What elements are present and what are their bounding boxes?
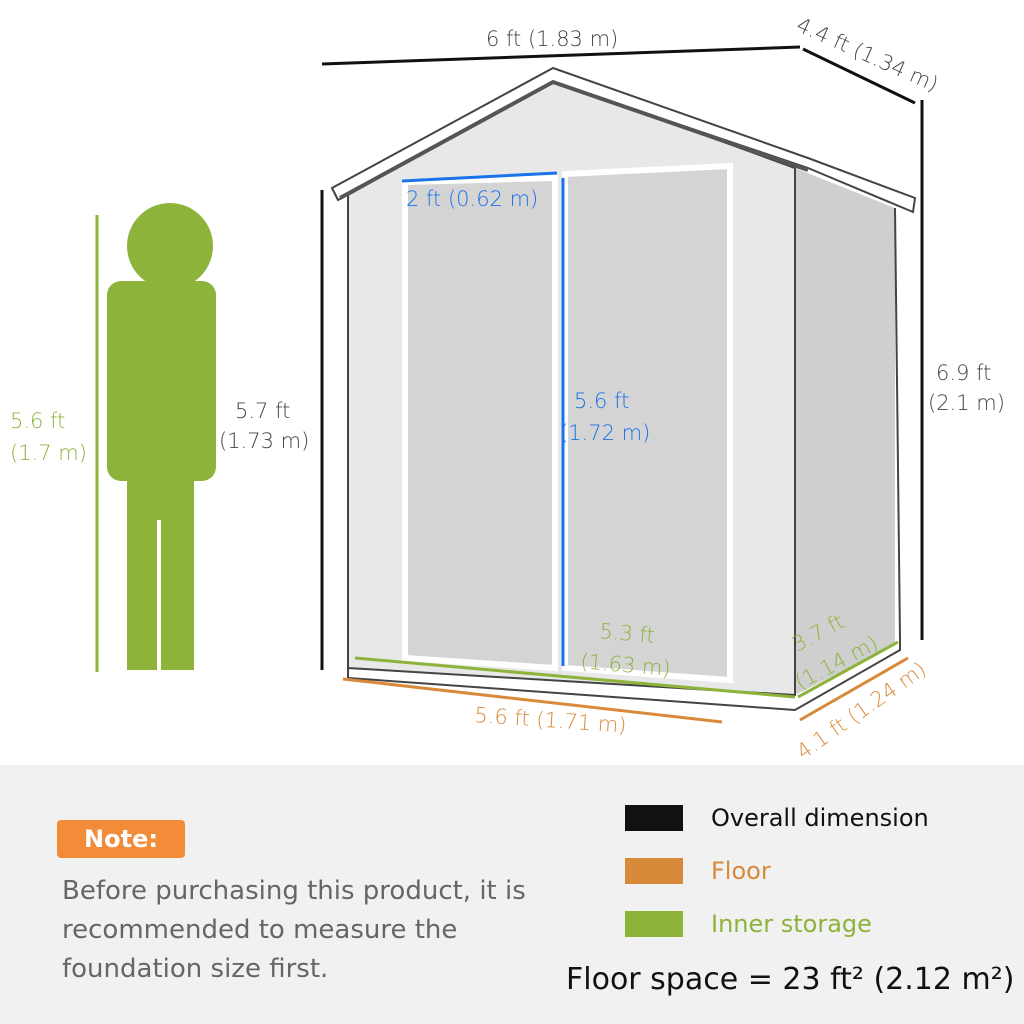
legend-label: Floor bbox=[711, 857, 771, 885]
person-silhouette bbox=[107, 203, 216, 670]
legend-item-inner: Inner storage bbox=[625, 909, 872, 939]
door-width-label: 2 ft (0.62 m) bbox=[406, 187, 538, 211]
shed-base bbox=[347, 640, 901, 712]
overall-width-line bbox=[321, 45, 801, 66]
note-text: Before purchasing this product, it is re… bbox=[62, 876, 526, 984]
door-right bbox=[562, 162, 733, 684]
inner-width-line bbox=[354, 656, 796, 699]
info-panel bbox=[0, 765, 1024, 1024]
door-height-m-label: (1.72 m) bbox=[560, 421, 650, 445]
legend-swatch-black bbox=[625, 805, 683, 831]
overall-depth-line bbox=[802, 47, 916, 105]
legend-swatch-green bbox=[625, 911, 683, 937]
legend-item-floor: Floor bbox=[625, 856, 771, 886]
inner-depth-line bbox=[797, 640, 899, 699]
inner-width-label: 5.3 ft bbox=[599, 619, 656, 648]
peak-height-label: 6.9 ft bbox=[936, 361, 991, 385]
legend-item-overall: Overall dimension bbox=[625, 803, 929, 833]
door-height-label: 5.6 ft bbox=[574, 389, 629, 413]
wall-height-label: 5.7 ft bbox=[235, 399, 290, 423]
legend-label: Inner storage bbox=[711, 910, 872, 938]
legend-label: Overall dimension bbox=[711, 804, 929, 832]
wall-height-m-label: (1.73 m) bbox=[219, 429, 309, 453]
legend-swatch-orange bbox=[625, 858, 683, 884]
note-badge: Note: bbox=[57, 820, 185, 858]
floor-depth-line bbox=[799, 656, 909, 722]
door-width-line bbox=[401, 171, 558, 183]
person-height-label: 5.6 ft bbox=[10, 409, 65, 433]
door-left bbox=[402, 174, 558, 672]
floor-space-text: Floor space = 23 ft² (2.12 m²) bbox=[566, 962, 1015, 997]
person-height-m-label: (1.7 m) bbox=[10, 441, 87, 465]
peak-height-m-label: (2.1 m) bbox=[928, 391, 1005, 415]
shed-side-wall bbox=[795, 168, 895, 695]
overall-width-label: 6 ft (1.83 m) bbox=[486, 27, 618, 51]
floor-width-line bbox=[342, 677, 723, 724]
